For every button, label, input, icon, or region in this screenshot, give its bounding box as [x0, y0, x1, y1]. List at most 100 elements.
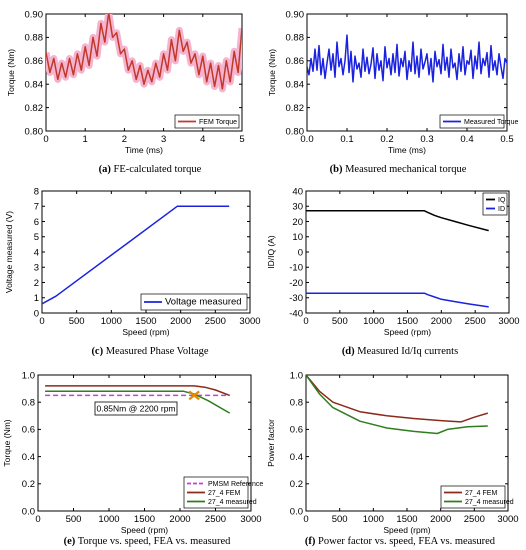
chart-e-series-line-1: [45, 385, 230, 397]
chart-a-caption-letter: (a): [99, 164, 112, 175]
chart-f-xtick-label: 0: [303, 514, 308, 525]
chart-d-ytick-label: -40: [289, 308, 303, 319]
chart-c-ytick-label: 1: [34, 293, 39, 304]
chart-e-legend-label: 27_4 measured: [208, 499, 257, 506]
chart-c-xtick-label: 500: [69, 316, 85, 327]
chart-e-caption: (e) Torque vs. speed, FEA vs. measured: [64, 536, 231, 547]
chart-d-ytick-label: 30: [292, 202, 303, 213]
chart-e-xtick-label: 0: [35, 514, 40, 525]
chart-f-ytick-label: 0.0: [290, 506, 303, 517]
chart-e-xtick-label: 2000: [169, 514, 190, 525]
chart-c-caption-text: Measured Phase Voltage: [103, 346, 209, 357]
chart-d-legend-label: IQ: [498, 197, 506, 204]
chart-f-xtick-label: 1000: [363, 514, 384, 525]
chart-d-caption-letter: (d): [342, 346, 355, 357]
chart-c-ytick-label: 2: [34, 278, 39, 289]
chart-d-ytick-label: -20: [289, 278, 303, 289]
chart-c-ytick-label: 0: [34, 308, 39, 319]
chart-d-ytick-label: -30: [289, 293, 303, 304]
chart-b-ytick-label: 0.84: [286, 80, 305, 91]
chart-a-ytick-label: 0.80: [25, 126, 44, 137]
chart-f-legend: [440, 485, 506, 509]
chart-f-ytick-label: 1.0: [290, 370, 303, 381]
chart-c-ylabel: Voltage measured (V): [4, 211, 14, 293]
chart-b-ytick-label: 0.80: [286, 126, 305, 137]
chart-b-xlabel: Time (ms): [388, 145, 426, 155]
chart-c-xtick-label: 0: [39, 316, 44, 327]
chart-a-ylabel: Torque (Nm): [6, 49, 16, 96]
chart-c-ytick-label: 8: [34, 186, 39, 197]
chart-e-ytick-label: 0.6: [22, 425, 35, 436]
chart-d-xtick-label: 0: [303, 316, 308, 327]
chart-d-legend-label: ID: [498, 206, 505, 213]
chart-e-xtick-label: 500: [66, 514, 82, 525]
chart-b-legend: [439, 114, 505, 129]
chart-d-xtick-label: 2000: [431, 316, 452, 327]
chart-c-xtick-label: 3000: [239, 316, 260, 327]
chart-f-xtick-label: 2500: [464, 514, 485, 525]
chart-f-caption-letter: (f): [305, 536, 316, 547]
chart-f-ytick-label: 0.6: [290, 425, 303, 436]
chart-f-legend-label: 27_4 FEM: [465, 490, 497, 497]
chart-e-xtick-label: 1000: [98, 514, 119, 525]
chart-e: 0 500 1000 1500 2000 2500 3000 0.0 0.2 0.4 0.6 0.8 1…: [2, 370, 263, 547]
chart-a-ytick-label: 0.88: [25, 33, 44, 44]
chart-c-legend: [140, 293, 248, 311]
chart-c-xtick-label: 2500: [205, 316, 226, 327]
chart-d-caption-text: Measured Id/Iq currents: [355, 346, 459, 357]
chart-a-xtick-label: 2: [122, 134, 127, 145]
chart-c-legend-label: Voltage measured: [165, 297, 242, 308]
chart-e-ylabel: Torque (Nm): [2, 419, 12, 466]
chart-a-ytick-label: 0.86: [25, 56, 44, 67]
chart-a-legend: [174, 114, 240, 129]
chart-b-xtick-label: 0.0: [300, 134, 313, 145]
chart-e-xtick-label: 1500: [134, 514, 155, 525]
chart-e-ytick-label: 0.0: [22, 506, 35, 517]
chart-b-xtick-label: 0.5: [500, 134, 513, 145]
chart-e-xlabel: Speed (rpm): [121, 525, 168, 535]
chart-d-series-line-0: [306, 210, 489, 232]
chart-a-caption: (a) FE-calculated torque: [99, 164, 202, 175]
chart-d-xtick-label: 3000: [498, 316, 519, 327]
chart-d-ytick-label: 10: [292, 232, 303, 243]
chart-e-ytick-label: 0.2: [22, 479, 35, 490]
chart-c-ytick-label: 3: [34, 263, 39, 274]
chart-d-ytick-label: 0: [298, 247, 303, 258]
chart-d-series-line-1: [306, 292, 489, 308]
chart-d-xtick-label: 500: [332, 316, 348, 327]
chart-c-ytick-label: 5: [34, 232, 39, 243]
chart-b-xtick-label: 0.2: [380, 134, 393, 145]
chart-f-legend-label: 27_4 measured: [465, 499, 514, 506]
chart-c-caption: (c) Measured Phase Voltage: [91, 346, 208, 357]
chart-a-legend-label: FEM Torque: [199, 119, 237, 126]
chart-a-series-line-0: [46, 14, 242, 90]
chart-f-xtick-label: 2000: [430, 514, 451, 525]
chart-b-caption-letter: (b): [330, 164, 343, 175]
chart-f-xtick-label: 500: [332, 514, 348, 525]
chart-a-xtick-label: 0: [43, 134, 48, 145]
chart-d-caption: (d) Measured Id/Iq currents: [342, 346, 458, 357]
chart-f-xlabel: Speed (rpm): [383, 525, 430, 535]
chart-f-xtick-label: 3000: [497, 514, 518, 525]
chart-d-xtick-label: 1000: [363, 316, 384, 327]
chart-c: 0 500 1000 1500 2000 2500 3000 0 1 2 3 4 5 6 7 8 Speed (…: [4, 186, 261, 357]
chart-b-series-line-0: [307, 34, 507, 83]
chart-e-xtick-label: 2500: [205, 514, 226, 525]
chart-e-caption-text: Torque vs. speed, FEA vs. measured: [75, 536, 231, 547]
chart-d-legend: [482, 192, 508, 216]
chart-f-xtick-label: 1500: [396, 514, 417, 525]
chart-f-ytick-label: 0.8: [290, 398, 303, 409]
chart-f-series-line-0: [306, 375, 489, 423]
chart-c-ytick-label: 6: [34, 217, 39, 228]
chart-d-xtick-label: 1500: [397, 316, 418, 327]
chart-e-annotation-marker: [188, 390, 200, 401]
chart-c-xtick-label: 1500: [135, 316, 156, 327]
chart-e-xtick-label: 3000: [240, 514, 261, 525]
chart-f-caption-text: Power factor vs. speed, FEA vs. measured: [315, 536, 495, 547]
chart-b-xtick-label: 0.3: [420, 134, 433, 145]
chart-b-legend-label: Measured Torque: [464, 119, 518, 126]
chart-b-frame: [306, 13, 508, 132]
chart-b-ytick-label: 0.90: [286, 9, 305, 20]
chart-c-xtick-label: 1000: [101, 316, 122, 327]
